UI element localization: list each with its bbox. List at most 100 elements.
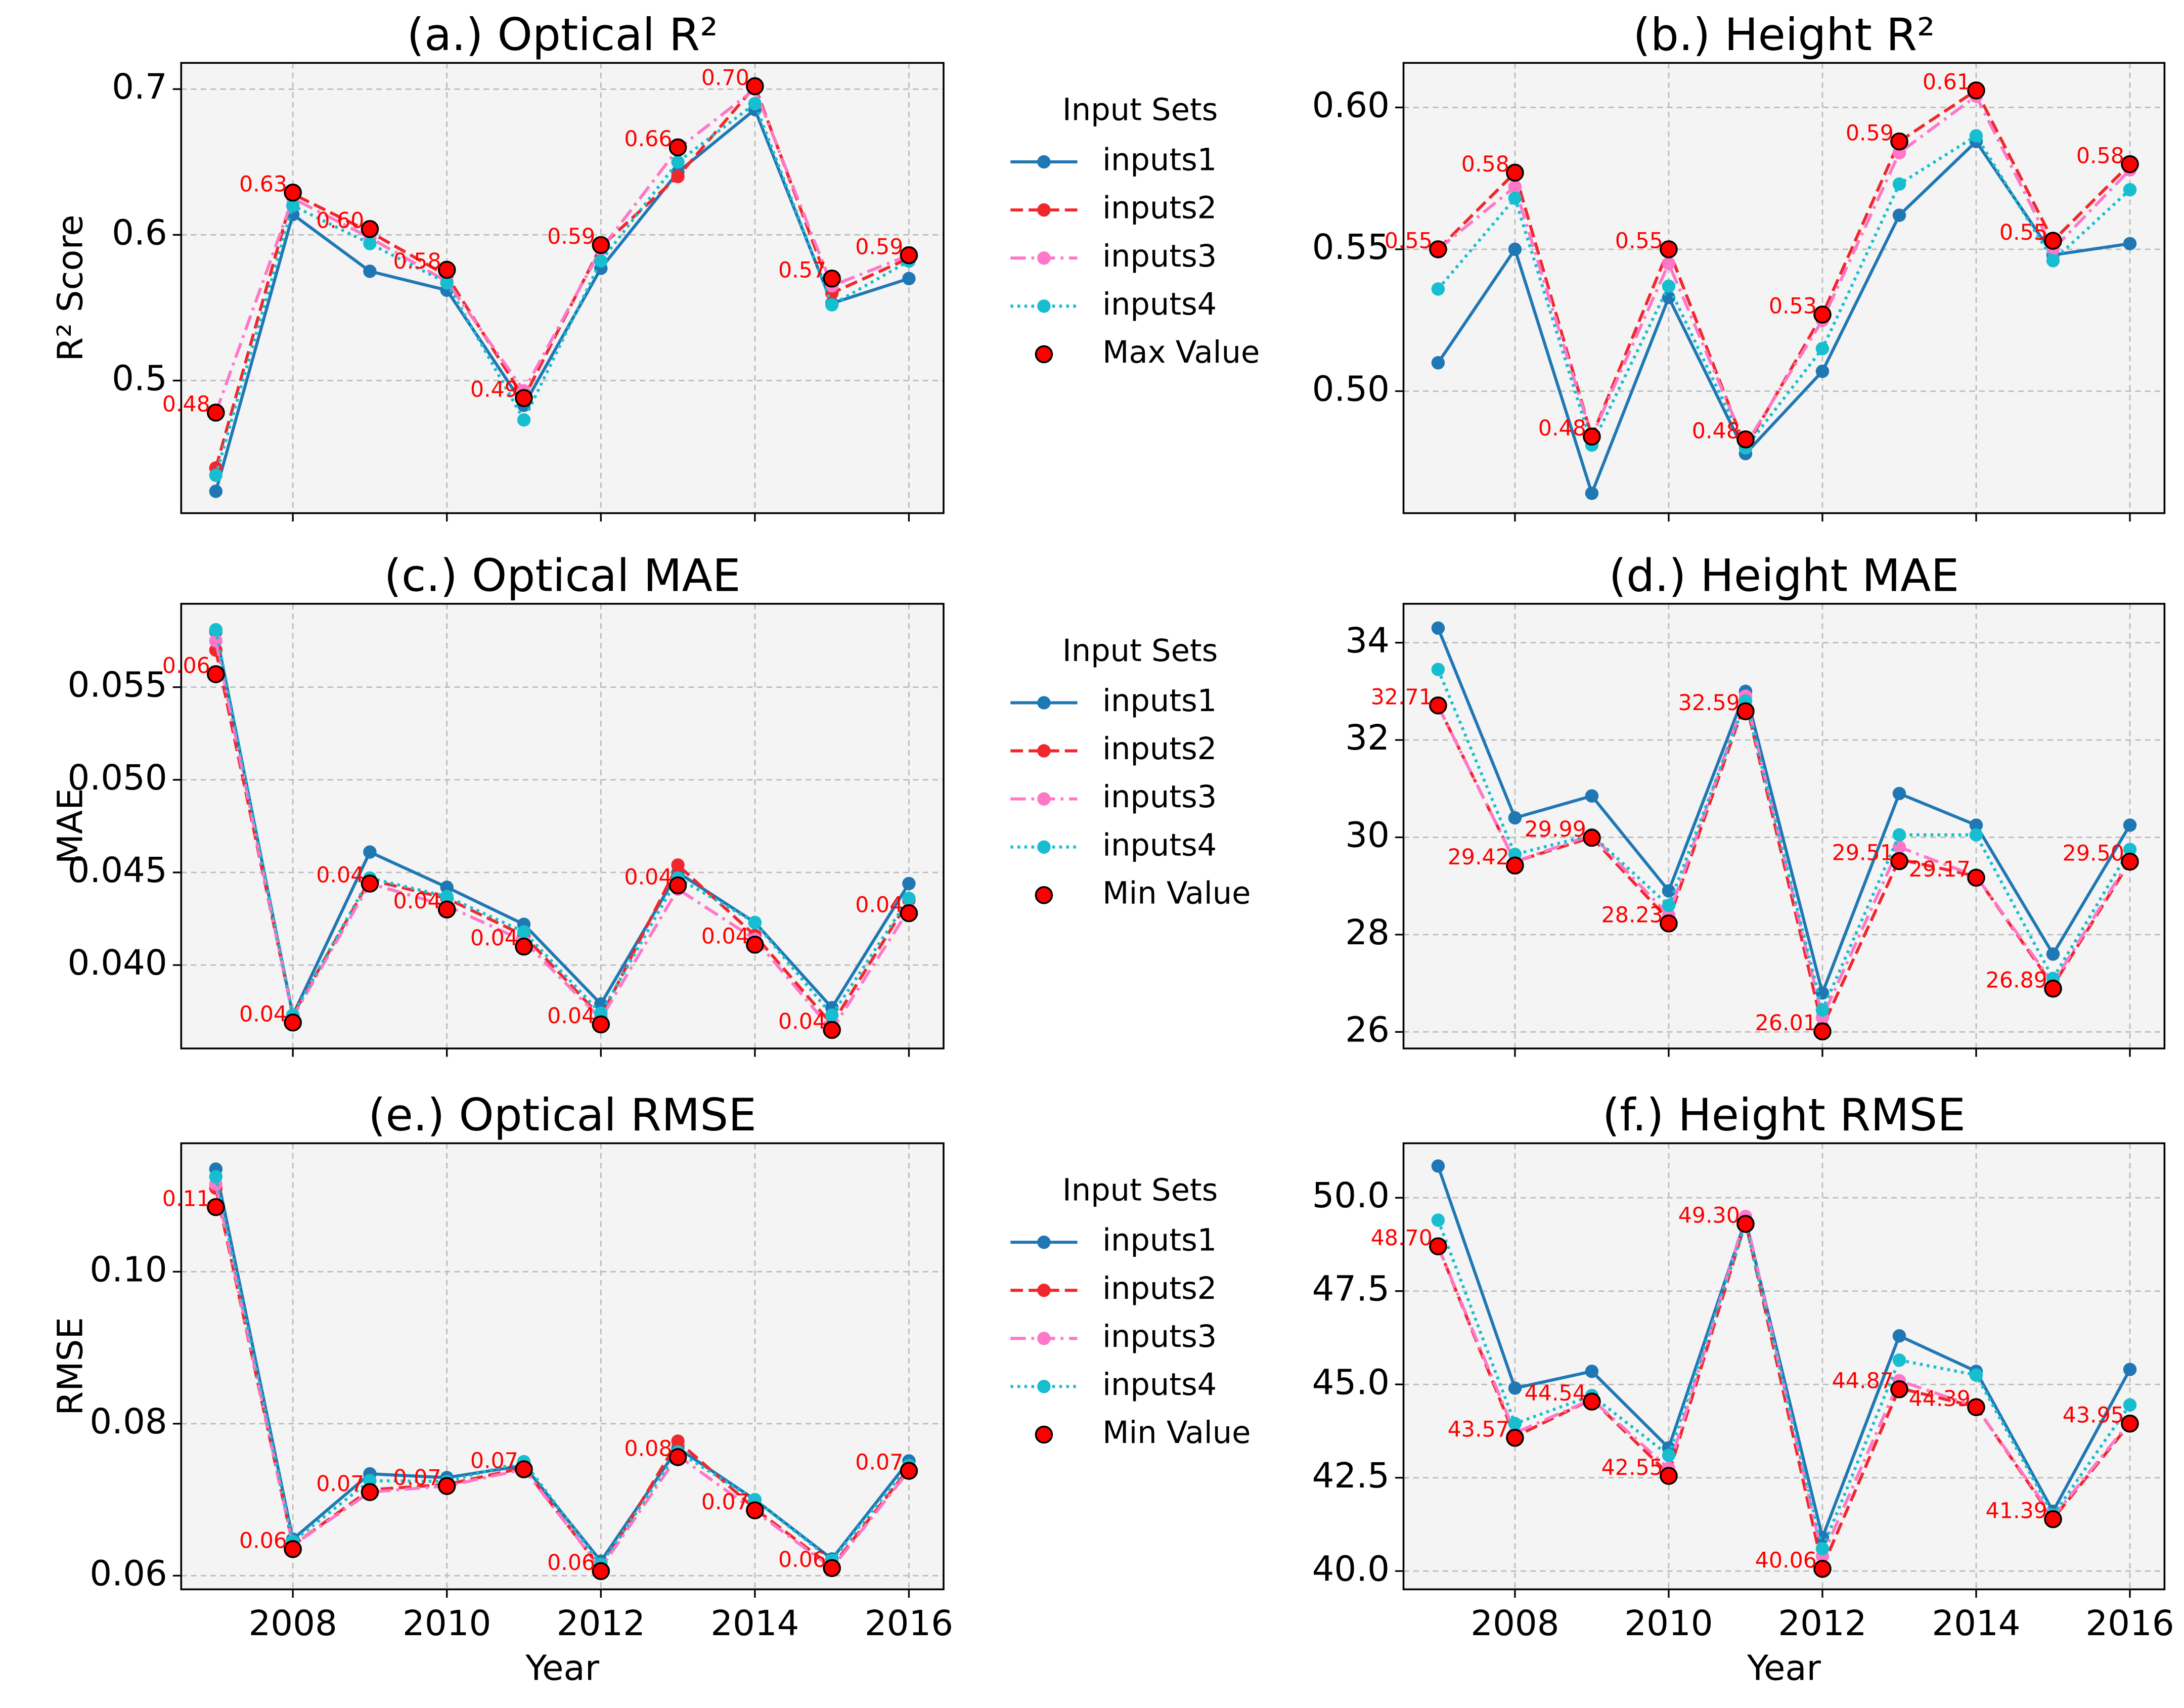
point: [1431, 621, 1445, 635]
extreme-point: [284, 1013, 302, 1032]
point: [1969, 129, 1983, 143]
legend-label: inputs3: [1102, 239, 1217, 274]
value-label: 0.55: [1615, 229, 1663, 254]
value-label: 0.59: [1846, 120, 1894, 146]
point: [517, 413, 531, 427]
series-line: [1437, 139, 2130, 498]
series-line: [214, 640, 910, 1033]
point: [1815, 342, 1830, 356]
point: [363, 265, 377, 278]
extreme-point: [437, 1477, 456, 1495]
value-label: 29.17: [1909, 857, 1971, 882]
y-tick-label: 0.08: [90, 1402, 167, 1442]
point: [363, 237, 377, 250]
extreme-point: [823, 1559, 841, 1578]
legend-label: inputs2: [1102, 1271, 1217, 1306]
legend-marker: [1037, 1235, 1051, 1249]
legend-label: Max Value: [1102, 335, 1260, 370]
series-line: [1437, 1216, 2131, 1572]
value-label: 0.59: [547, 224, 595, 249]
value-label: 29.99: [1525, 817, 1586, 842]
y-tick-label: 0.7: [112, 67, 167, 107]
y-tick-label: 0.55: [1312, 227, 1390, 268]
point: [1508, 191, 1522, 205]
point: [1585, 789, 1599, 803]
legend-label: Min Value: [1102, 875, 1251, 911]
series-line: [1437, 627, 2131, 998]
chart-title: (f.) Height RMSE: [1602, 1089, 1966, 1141]
chart-title: (b.) Height R²: [1633, 9, 1935, 61]
legend-marker: [1037, 1283, 1051, 1297]
value-label: 44.87: [1832, 1369, 1894, 1394]
point: [748, 915, 762, 930]
point: [2123, 183, 2137, 197]
point: [1892, 828, 1906, 842]
point: [517, 925, 531, 939]
extreme-point: [361, 874, 379, 893]
extreme-point: [437, 900, 456, 919]
point: [2123, 237, 2137, 250]
value-label: 0.48: [162, 392, 210, 417]
extreme-point: [2044, 1510, 2062, 1528]
value-label: 0.70: [701, 65, 749, 91]
legend-label: inputs4: [1102, 287, 1217, 322]
extreme-point: [284, 183, 302, 202]
extreme-point: [823, 1021, 841, 1039]
value-label: 0.07: [316, 1471, 364, 1497]
point: [825, 298, 839, 312]
value-label: 0.48: [1538, 416, 1586, 441]
value-label: 0.06: [239, 1528, 287, 1553]
extreme-point: [207, 1198, 225, 1216]
point: [363, 845, 377, 859]
series-line: [1437, 690, 2131, 1022]
legend-label: inputs1: [1102, 143, 1217, 178]
value-label: 0.61: [1923, 69, 1971, 95]
point: [440, 890, 454, 903]
value-label: 0.04: [316, 863, 364, 888]
point: [671, 858, 685, 872]
y-tick-label: 30: [1345, 815, 1390, 856]
y-tick-label: 50.0: [1312, 1175, 1390, 1216]
point: [1431, 663, 1445, 676]
value-label: 0.04: [778, 1009, 826, 1034]
series-line: [1437, 1210, 2131, 1561]
extreme-point: [592, 236, 610, 254]
y-tick-label: 32: [1345, 718, 1390, 758]
y-tick-label: 0.5: [112, 358, 167, 399]
plot-frame: [180, 602, 945, 1049]
x-axis-label: Year: [1747, 1648, 1821, 1688]
extreme-point: [1506, 856, 1524, 875]
value-label: 0.04: [470, 926, 518, 951]
extreme-point: [437, 260, 456, 279]
y-tick-label: 0.06: [90, 1553, 167, 1594]
extreme-point: [1890, 852, 1908, 870]
extreme-point: [515, 1460, 533, 1478]
point: [1431, 282, 1445, 296]
value-label: 0.07: [855, 1450, 903, 1475]
point: [1892, 1353, 1906, 1367]
y-tick-label: 34: [1345, 621, 1390, 661]
point: [1815, 364, 1830, 378]
legend-marker: [1037, 792, 1051, 806]
value-label: 0.55: [1999, 220, 2047, 245]
x-tick-label: 2014: [710, 1603, 799, 1644]
plot-frame: [180, 62, 945, 514]
value-label: 0.63: [239, 171, 287, 197]
point: [1431, 1159, 1445, 1173]
value-label: 0.55: [1385, 229, 1433, 254]
plot-frame: [180, 1142, 945, 1591]
value-label: 42.55: [1601, 1455, 1663, 1480]
series-line: [1437, 1165, 2131, 1543]
extreme-point: [746, 77, 764, 96]
x-tick-label: 2016: [2085, 1603, 2174, 1644]
point: [1508, 811, 1522, 825]
point: [1508, 1417, 1522, 1430]
extreme-point: [515, 389, 533, 407]
series-line: [214, 649, 911, 1027]
legend-label: inputs3: [1102, 1319, 1217, 1354]
series-line: [214, 101, 910, 476]
point: [902, 892, 916, 905]
value-label: 26.89: [1986, 968, 2047, 993]
point: [1892, 786, 1906, 801]
legend-label: inputs1: [1102, 1223, 1217, 1258]
